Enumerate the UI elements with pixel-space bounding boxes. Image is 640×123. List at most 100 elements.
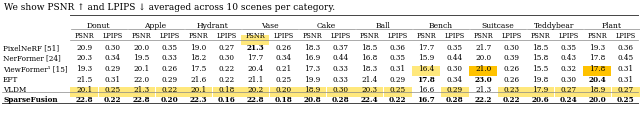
Text: 0.26: 0.26 [504,76,520,84]
Text: Vase: Vase [260,22,278,30]
Text: NerFormer [24]: NerFormer [24] [3,54,61,62]
FancyBboxPatch shape [498,87,525,97]
Text: 0.35: 0.35 [390,54,406,62]
FancyBboxPatch shape [298,87,326,97]
Text: 20.6: 20.6 [531,97,549,105]
Text: 17.8: 17.8 [589,65,605,73]
Text: PSNR: PSNR [531,32,550,40]
Text: 0.44: 0.44 [447,54,463,62]
FancyBboxPatch shape [127,87,156,97]
Text: 21.3: 21.3 [133,86,149,94]
Text: 16.9: 16.9 [304,54,321,62]
Text: 0.33: 0.33 [333,76,349,84]
Text: 0.29: 0.29 [390,76,406,84]
Text: 20.2: 20.2 [247,86,263,94]
Text: 21.7: 21.7 [475,44,492,52]
Text: PSNR: PSNR [360,32,379,40]
Text: 0.22: 0.22 [162,86,178,94]
Text: 21.0: 21.0 [475,65,492,73]
Text: 0.29: 0.29 [105,65,121,73]
Text: 0.29: 0.29 [447,86,463,94]
Text: 23.0: 23.0 [474,76,492,84]
Text: 0.30: 0.30 [447,65,463,73]
Text: 19.8: 19.8 [532,76,548,84]
Text: 21.4: 21.4 [361,76,378,84]
Text: 0.31: 0.31 [618,65,634,73]
Text: 20.8: 20.8 [303,97,321,105]
Text: PSNR: PSNR [131,32,151,40]
Text: 16.6: 16.6 [418,86,435,94]
Text: 0.34: 0.34 [447,76,463,84]
Text: 0.29: 0.29 [162,76,178,84]
Text: 0.20: 0.20 [161,97,179,105]
FancyBboxPatch shape [270,87,298,97]
Text: 20.1: 20.1 [190,86,206,94]
Text: Hydrant: Hydrant [196,22,228,30]
FancyBboxPatch shape [583,66,611,76]
Text: 0.33: 0.33 [162,54,178,62]
Text: 17.9: 17.9 [532,86,548,94]
Text: 22.4: 22.4 [360,97,378,105]
Text: 16.4: 16.4 [418,65,435,73]
Text: 16.8: 16.8 [361,54,378,62]
Text: Bench: Bench [428,22,452,30]
Text: 0.36: 0.36 [618,44,634,52]
Text: 18.9: 18.9 [589,86,605,94]
Text: 20.4: 20.4 [588,76,606,84]
Text: 19.5: 19.5 [133,54,149,62]
Text: PSNR: PSNR [245,32,265,40]
Text: 21.1: 21.1 [247,76,264,84]
Text: 0.20: 0.20 [276,86,292,94]
FancyBboxPatch shape [70,87,98,97]
Text: 0.36: 0.36 [390,44,406,52]
Text: LPIPS: LPIPS [331,32,351,40]
Text: PSNR: PSNR [74,32,94,40]
Text: VLDM: VLDM [3,86,26,94]
Text: 18.3: 18.3 [304,44,320,52]
FancyBboxPatch shape [412,66,440,76]
Text: EFT: EFT [3,76,19,84]
Text: 0.35: 0.35 [162,44,178,52]
FancyBboxPatch shape [355,87,383,97]
Text: LPIPS: LPIPS [159,32,180,40]
Text: LPIPS: LPIPS [559,32,579,40]
Text: 21.6: 21.6 [190,76,206,84]
Text: 17.8: 17.8 [417,76,435,84]
Text: Ball: Ball [376,22,391,30]
Text: 18.5: 18.5 [361,44,378,52]
Text: 0.35: 0.35 [561,44,577,52]
Text: 15.5: 15.5 [532,65,548,73]
Text: LPIPS: LPIPS [502,32,522,40]
Text: 20.0: 20.0 [133,44,149,52]
Text: 17.7: 17.7 [247,54,264,62]
Text: LPIPS: LPIPS [274,32,294,40]
Text: 19.3: 19.3 [76,65,92,73]
Text: 0.22: 0.22 [219,76,235,84]
FancyBboxPatch shape [555,87,582,97]
Text: 0.28: 0.28 [446,97,463,105]
Text: PSNR: PSNR [588,32,607,40]
Text: 0.26: 0.26 [276,44,292,52]
Text: 19.3: 19.3 [589,44,605,52]
Text: 0.27: 0.27 [561,86,577,94]
Text: 15.9: 15.9 [418,54,435,62]
Text: 0.43: 0.43 [561,54,577,62]
Text: LPIPS: LPIPS [388,32,408,40]
Text: 0.22: 0.22 [104,97,122,105]
Text: 21.3: 21.3 [246,44,264,52]
Text: PixelNeRF [51]: PixelNeRF [51] [3,44,59,52]
Text: 0.30: 0.30 [504,44,520,52]
Text: 0.31: 0.31 [105,76,121,84]
FancyBboxPatch shape [384,87,412,97]
Text: 0.25: 0.25 [276,76,292,84]
Text: Teddybear: Teddybear [534,22,575,30]
Text: PSNR: PSNR [474,32,493,40]
Text: SparseFusion: SparseFusion [3,97,58,105]
Text: 0.30: 0.30 [105,44,121,52]
Text: 0.31: 0.31 [390,65,406,73]
Text: Plant: Plant [602,22,621,30]
Text: LPIPS: LPIPS [616,32,636,40]
Text: 20.9: 20.9 [76,44,92,52]
Text: 0.30: 0.30 [333,86,349,94]
Text: Apple: Apple [145,22,166,30]
